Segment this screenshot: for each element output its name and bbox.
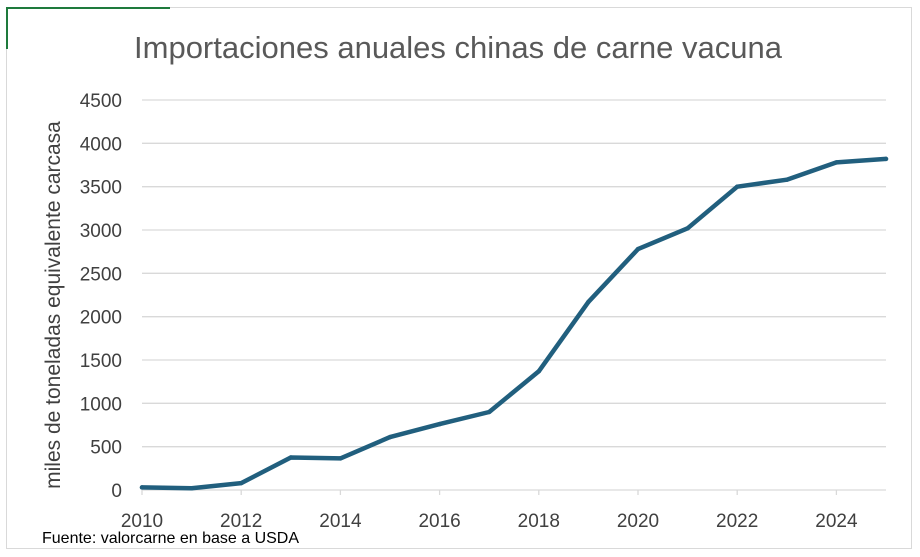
- selection-accent-vertical: [6, 7, 8, 49]
- data-point: [635, 246, 641, 252]
- x-tick-label: 2022: [716, 511, 758, 532]
- chart-frame: [6, 7, 912, 549]
- x-tick-label: 2016: [418, 511, 460, 532]
- selection-accent: [6, 7, 170, 9]
- y-tick-label: 4500: [80, 91, 122, 112]
- data-point: [735, 184, 740, 189]
- data-point: [437, 421, 442, 427]
- data-point: [487, 409, 492, 415]
- y-tick-label: 4000: [80, 134, 122, 155]
- y-tick-label: 500: [90, 438, 122, 459]
- data-point: [189, 486, 194, 491]
- data-point: [586, 299, 591, 305]
- data-point: [239, 480, 244, 486]
- data-point: [536, 369, 541, 374]
- y-tick-label: 2500: [80, 264, 122, 285]
- y-tick-label: 3000: [80, 221, 122, 242]
- data-point: [685, 226, 690, 231]
- y-axis-label: miles de toneladas equivalente carcasa: [42, 121, 65, 489]
- y-tick-label: 1500: [80, 351, 122, 372]
- gridlines: [142, 99, 886, 491]
- x-tick-label: 2018: [518, 511, 560, 532]
- x-tick-label: 2014: [319, 511, 362, 532]
- chart-title: Importaciones anuales chinas de carne va…: [134, 30, 783, 65]
- data-point: [288, 455, 293, 460]
- series-line: [139, 156, 889, 491]
- data-point: [834, 160, 839, 165]
- x-tick-label: 2012: [220, 511, 262, 532]
- x-tick-label: 2010: [121, 511, 163, 532]
- y-tick-label: 3500: [80, 178, 122, 199]
- data-point: [883, 156, 889, 162]
- series-group: [139, 156, 889, 491]
- y-tick-label: 0: [111, 481, 122, 502]
- x-tick-label: 2024: [815, 511, 858, 532]
- source-note: Fuente: valorcarne en base a USDA: [42, 530, 299, 547]
- x-tick-label: 2020: [617, 511, 659, 532]
- x-axis-ticks: 2010 2012 2014 2016 2018 2020 2022 2024: [121, 490, 858, 532]
- data-point: [338, 456, 343, 461]
- data-point: [387, 434, 393, 440]
- data-point: [139, 485, 145, 490]
- y-tick-label: 2000: [80, 308, 122, 329]
- data-point: [784, 177, 789, 182]
- y-tick-label: 1000: [80, 394, 122, 415]
- y-axis-ticks: 0 500 1000 1500 2000 2500 3000 3500 4000 4500: [80, 91, 122, 502]
